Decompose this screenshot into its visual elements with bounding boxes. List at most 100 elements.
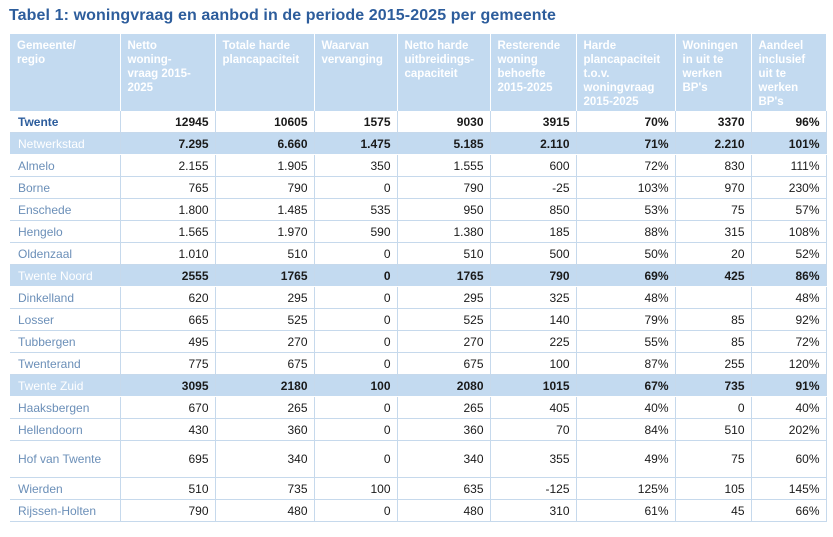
region-row: Netwerkstad 7.295 6.660 1.475 5.185 2.110 71% 2… [10,132,827,155]
cell-totale-harde-plancapaciteit: 1.485 [215,198,315,221]
cell-netto-woningvraag: 12945 [120,111,216,133]
cell-woningen-uit-te-werken-bp: 315 [675,220,752,243]
cell-totale-harde-plancapaciteit: 10605 [215,111,315,133]
cell-resterende-woningbehoefte: 2.110 [490,132,577,155]
cell-netto-woningvraag: 7.295 [120,132,216,155]
cell-woningen-uit-te-werken-bp: 3370 [675,111,752,133]
cell-totale-harde-plancapaciteit: 510 [215,242,315,265]
cell-gemeente: Haaksbergen [10,396,121,419]
cell-resterende-woningbehoefte: 100 [490,352,577,375]
cell-gemeente: Hengelo [10,220,121,243]
header-woningen-uit-te-werken-bp: Woningen in uit te werken BP's [675,34,752,111]
table-row: Losser 665 525 0 525 140 79% 85 92% [10,308,827,331]
housing-table: Gemeente/ regio Netto woning- vraag 2015-… [10,34,827,522]
cell-waarvan-vervanging: 100 [314,374,398,397]
cell-aandeel-inclusief-bp: 60% [751,440,827,478]
cell-netto-woningvraag: 495 [120,330,216,353]
cell-woningen-uit-te-werken-bp: 2.210 [675,132,752,155]
cell-plancapaciteit-tov-woningvraag: 87% [576,352,676,375]
cell-plancapaciteit-tov-woningvraag: 79% [576,308,676,331]
cell-woningen-uit-te-werken-bp: 830 [675,154,752,177]
cell-totale-harde-plancapaciteit: 265 [215,396,315,419]
cell-resterende-woningbehoefte: 325 [490,286,577,309]
table-row: Rijssen-Holten 790 480 0 480 310 61% 45 66% [10,499,827,522]
cell-netto-uitbreidingscapaciteit: 360 [397,418,491,441]
cell-resterende-woningbehoefte: 3915 [490,111,577,133]
cell-aandeel-inclusief-bp: 92% [751,308,827,331]
cell-woningen-uit-te-werken-bp: 75 [675,198,752,221]
cell-gemeente: Borne [10,176,121,199]
cell-waarvan-vervanging: 0 [314,440,398,478]
cell-woningen-uit-te-werken-bp: 105 [675,477,752,500]
cell-plancapaciteit-tov-woningvraag: 50% [576,242,676,265]
cell-woningen-uit-te-werken-bp: 85 [675,308,752,331]
cell-resterende-woningbehoefte: 790 [490,264,577,287]
cell-gemeente: Losser [10,308,121,331]
cell-plancapaciteit-tov-woningvraag: 69% [576,264,676,287]
cell-netto-woningvraag: 2.155 [120,154,216,177]
cell-woningen-uit-te-werken-bp: 735 [675,374,752,397]
cell-resterende-woningbehoefte: 1015 [490,374,577,397]
cell-netto-uitbreidingscapaciteit: 1.555 [397,154,491,177]
cell-netto-uitbreidingscapaciteit: 635 [397,477,491,500]
cell-totale-harde-plancapaciteit: 1.970 [215,220,315,243]
cell-aandeel-inclusief-bp: 145% [751,477,827,500]
cell-waarvan-vervanging: 0 [314,264,398,287]
header-row: Gemeente/ regio Netto woning- vraag 2015-… [10,34,827,111]
cell-resterende-woningbehoefte: 185 [490,220,577,243]
cell-aandeel-inclusief-bp: 86% [751,264,827,287]
cell-waarvan-vervanging: 0 [314,176,398,199]
cell-netto-uitbreidingscapaciteit: 295 [397,286,491,309]
table-row: Almelo 2.155 1.905 350 1.555 600 72% 830 111% [10,154,827,177]
cell-plancapaciteit-tov-woningvraag: 88% [576,220,676,243]
cell-aandeel-inclusief-bp: 72% [751,330,827,353]
cell-waarvan-vervanging: 0 [314,308,398,331]
header-netto-uitbreidingscapaciteit: Netto harde uitbreidings- capaciteit [397,34,491,111]
cell-woningen-uit-te-werken-bp: 970 [675,176,752,199]
cell-resterende-woningbehoefte: 405 [490,396,577,419]
cell-aandeel-inclusief-bp: 52% [751,242,827,265]
cell-aandeel-inclusief-bp: 66% [751,499,827,522]
header-gemeente: Gemeente/ regio [10,34,121,111]
cell-aandeel-inclusief-bp: 120% [751,352,827,375]
cell-netto-uitbreidingscapaciteit: 1765 [397,264,491,287]
cell-woningen-uit-te-werken-bp: 85 [675,330,752,353]
cell-netto-woningvraag: 665 [120,308,216,331]
cell-gemeente: Netwerkstad [10,132,121,155]
cell-totale-harde-plancapaciteit: 295 [215,286,315,309]
table-row: Enschede 1.800 1.485 535 950 850 53% 75 57% [10,198,827,221]
cell-plancapaciteit-tov-woningvraag: 40% [576,396,676,419]
cell-netto-uitbreidingscapaciteit: 265 [397,396,491,419]
header-totale-harde-plancapaciteit: Totale harde plancapaciteit [215,34,315,111]
cell-netto-woningvraag: 510 [120,477,216,500]
cell-resterende-woningbehoefte: 850 [490,198,577,221]
cell-aandeel-inclusief-bp: 111% [751,154,827,177]
header-plancapaciteit-tov-woningvraag: Harde plancapaciteit t.o.v. woningvraag … [576,34,676,111]
cell-aandeel-inclusief-bp: 202% [751,418,827,441]
table-body: Twente 12945 10605 1575 9030 3915 70% 3370 96% Ne… [10,111,827,522]
cell-gemeente: Wierden [10,477,121,500]
cell-totale-harde-plancapaciteit: 270 [215,330,315,353]
cell-plancapaciteit-tov-woningvraag: 53% [576,198,676,221]
cell-woningen-uit-te-werken-bp: 75 [675,440,752,478]
cell-netto-woningvraag: 1.800 [120,198,216,221]
region-row: Twente Noord 2555 1765 0 1765 790 69% 425 86% [10,264,827,287]
cell-woningen-uit-te-werken-bp: 510 [675,418,752,441]
cell-gemeente: Twente Noord [10,264,121,287]
table-row: Hellendoorn 430 360 0 360 70 84% 510 202% [10,418,827,441]
cell-waarvan-vervanging: 1.475 [314,132,398,155]
cell-plancapaciteit-tov-woningvraag: 72% [576,154,676,177]
cell-netto-woningvraag: 2555 [120,264,216,287]
cell-netto-uitbreidingscapaciteit: 340 [397,440,491,478]
cell-gemeente: Twente Zuid [10,374,121,397]
cell-aandeel-inclusief-bp: 40% [751,396,827,419]
cell-waarvan-vervanging: 0 [314,242,398,265]
cell-totale-harde-plancapaciteit: 480 [215,499,315,522]
cell-gemeente: Almelo [10,154,121,177]
cell-plancapaciteit-tov-woningvraag: 55% [576,330,676,353]
header-resterende-woningbehoefte: Resterende woning behoefte 2015-2025 [490,34,577,111]
cell-aandeel-inclusief-bp: 108% [751,220,827,243]
cell-waarvan-vervanging: 535 [314,198,398,221]
table-row: Hengelo 1.565 1.970 590 1.380 185 88% 315 108% [10,220,827,243]
cell-waarvan-vervanging: 0 [314,330,398,353]
